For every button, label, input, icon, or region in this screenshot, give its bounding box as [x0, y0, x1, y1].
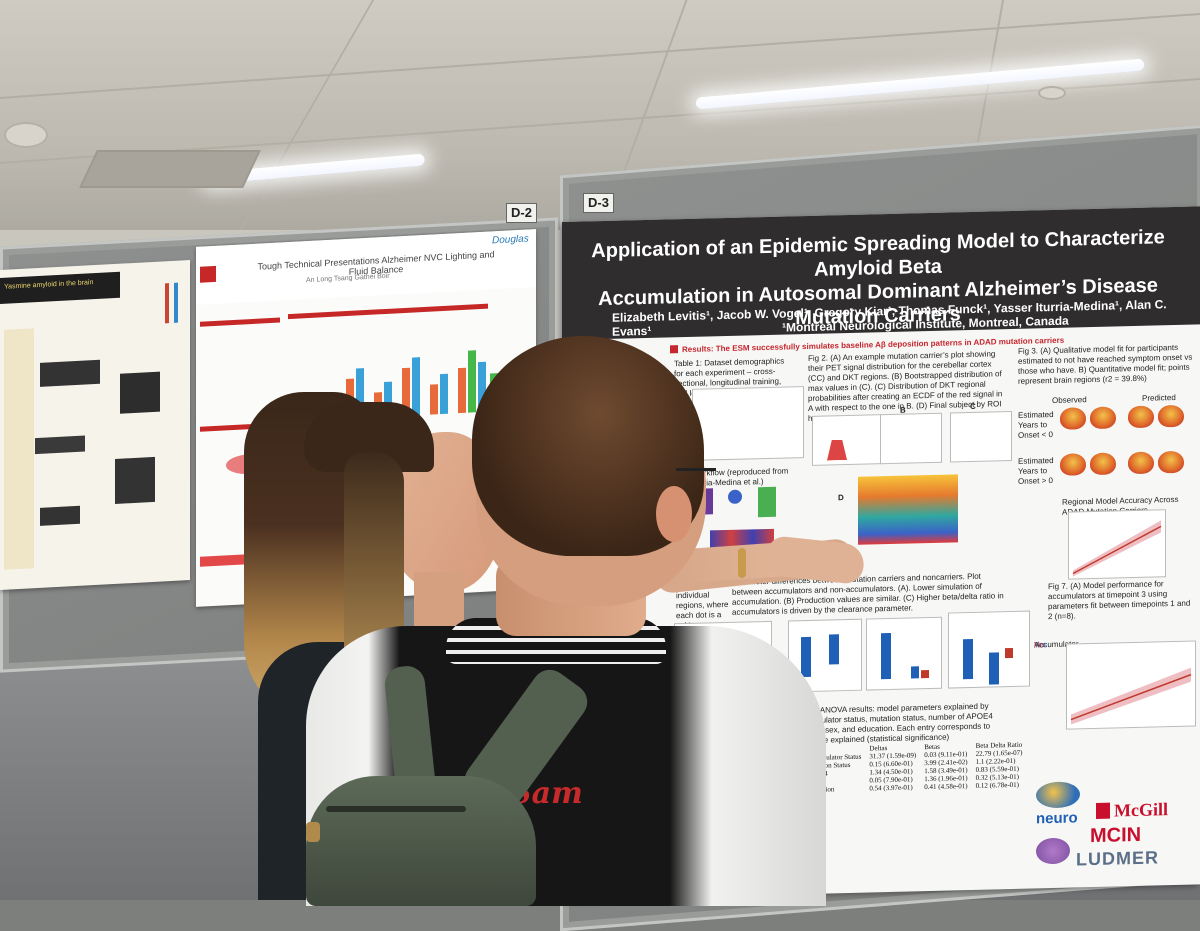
neuro-logo-icon [1036, 781, 1080, 809]
poster-image [40, 505, 80, 526]
brain-image [1090, 406, 1116, 430]
section-rule [288, 303, 488, 320]
ludmer-brain-icon [1036, 837, 1070, 865]
poster-graphic [165, 283, 169, 324]
neuro-logo: neuro [1036, 809, 1078, 828]
predicted-label: Predicted [1142, 392, 1176, 403]
poster-image [115, 456, 155, 504]
fig-letter: D [838, 493, 844, 503]
poster-image [35, 435, 85, 455]
far-left-poster-header: Yasmine amyloid in the brain [0, 271, 120, 304]
accumulator-legend: Accumulator Yes No [1034, 639, 1078, 649]
brain-image [1158, 450, 1184, 474]
mcgill-crest-icon [1096, 802, 1110, 819]
fig2b-plot [880, 412, 942, 465]
box [881, 632, 891, 680]
ear [656, 486, 692, 542]
brain-image [1158, 404, 1184, 428]
fig3b-scatter [1068, 509, 1166, 580]
onset-label: Estimated Years to Onset > 0 [1018, 455, 1054, 486]
sprinkler [1038, 86, 1066, 100]
mcin-logo: MCIN [1090, 823, 1142, 848]
ludmer-logo: LUDMER [1076, 847, 1159, 870]
fig7-scatter [1066, 640, 1196, 730]
douglas-logo: Douglas [492, 233, 529, 247]
brain-image [1128, 451, 1154, 475]
backpack-zipper [326, 806, 466, 812]
brain-image [1060, 453, 1086, 476]
brain-image [1060, 407, 1086, 430]
subject-roi-heatmap [858, 474, 958, 545]
ceiling-light [695, 58, 1145, 110]
ceiling-grid-line [227, 0, 375, 250]
section-rule [200, 317, 280, 327]
brain-image [1128, 405, 1154, 429]
anova-cell: 0.41 (4.58e-01) [924, 782, 968, 792]
fig3-caption: Fig 3. (A) Qualitative model fit for par… [1018, 342, 1193, 386]
onset-label: Estimated Years to Onset < 0 [1018, 409, 1054, 440]
university-crest-icon [200, 265, 216, 283]
legend-no: No [1034, 640, 1045, 650]
fig5b-boxplot [866, 616, 942, 691]
board-tag: D-2 [506, 203, 537, 223]
box [921, 670, 929, 679]
viewer-man: Sam [296, 336, 836, 906]
brain-image [1090, 452, 1116, 476]
anova-cell: 0.12 (6.78e-01) [975, 780, 1019, 790]
main-poster-header: Application of an Epidemic Spreading Mod… [562, 206, 1200, 340]
box [989, 652, 999, 685]
regression-line [1072, 520, 1162, 577]
poster-image [40, 359, 100, 387]
poster-graphic [174, 282, 178, 323]
board-tag: D-3 [583, 193, 614, 213]
far-left-poster: Yasmine amyloid in the brain [0, 260, 190, 590]
box [911, 666, 919, 679]
fig-letter: B [900, 405, 906, 415]
smoke-detector [4, 122, 48, 148]
glasses [676, 468, 716, 471]
far-left-poster-title: Yasmine amyloid in the brain [4, 279, 94, 291]
fig2c-plot [950, 411, 1012, 463]
poster-text-column [4, 328, 34, 570]
neck [414, 572, 464, 632]
regression-line [1070, 667, 1192, 725]
box [1005, 647, 1013, 659]
backpack [306, 776, 536, 906]
ceiling-vent [79, 150, 261, 188]
bracelet [738, 548, 746, 578]
poster-image [120, 371, 160, 414]
fig7-caption: Fig 7. (A) Model performance for accumul… [1048, 579, 1191, 622]
anova-cell: 0.54 (3.97e-01) [869, 783, 913, 793]
fig-letter: C [970, 401, 976, 412]
box [963, 638, 973, 680]
zipper-pull [306, 822, 320, 842]
observed-label: Observed [1052, 395, 1087, 406]
ceiling-grid-line [0, 13, 1200, 99]
mcgill-logo: McGill [1114, 799, 1168, 821]
fig5c-boxplot [948, 610, 1030, 689]
